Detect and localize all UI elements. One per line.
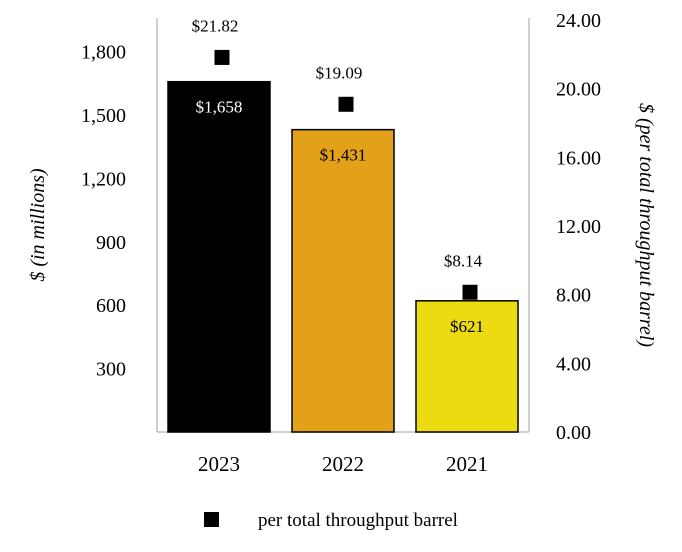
- category-labels: 2023 2022 2021: [198, 452, 488, 476]
- left-tick-label: 600: [96, 295, 126, 317]
- bar-2022: [291, 128, 395, 433]
- bar-2021: [415, 300, 519, 433]
- right-tick-label: 12.00: [556, 216, 601, 238]
- bar-value-label: $1,431: [320, 146, 367, 165]
- left-tick-label: 900: [96, 232, 126, 254]
- point-value-label: $21.82: [192, 16, 239, 35]
- left-axis-ticks: 300 600 900 1,200 1,500 1,800: [81, 42, 126, 381]
- left-axis-title: $ (in millions): [27, 168, 49, 282]
- bar-2023: [167, 80, 271, 433]
- left-tick-label: 1,200: [81, 168, 126, 190]
- category-label: 2021: [446, 452, 488, 476]
- right-tick-label: 0.00: [556, 422, 591, 444]
- category-label: 2023: [198, 452, 240, 476]
- bar-value-label: $1,658: [196, 98, 243, 117]
- point-value-label: $19.09: [316, 63, 363, 82]
- right-axis-ticks: 0.00 4.00 8.00 12.00 16.00 20.00 24.00: [556, 10, 601, 444]
- legend-label: per total throughput barrel: [258, 510, 458, 531]
- right-tick-label: 16.00: [556, 147, 601, 169]
- left-tick-label: 1,500: [81, 105, 126, 127]
- left-tick-label: 1,800: [81, 42, 126, 64]
- right-axis-title: $ (per total throughput barrel): [635, 103, 657, 347]
- point-marker: [338, 96, 354, 112]
- left-tick-label: 300: [96, 359, 126, 381]
- bars: $1,658 $1,431 $621: [167, 80, 519, 433]
- legend-marker-square: [204, 512, 219, 527]
- right-tick-label: 20.00: [556, 79, 601, 101]
- legend: per total throughput barrel: [204, 510, 458, 531]
- point-marker: [462, 284, 478, 300]
- bar-value-label: $621: [450, 317, 484, 336]
- right-tick-label: 8.00: [556, 285, 591, 307]
- point-marker: [214, 49, 230, 65]
- right-tick-label: 4.00: [556, 353, 591, 375]
- point-value-label: $8.14: [444, 251, 483, 270]
- points: $21.82 $19.09 $8.14: [192, 16, 483, 300]
- right-tick-label: 24.00: [556, 10, 601, 32]
- category-label: 2022: [322, 452, 364, 476]
